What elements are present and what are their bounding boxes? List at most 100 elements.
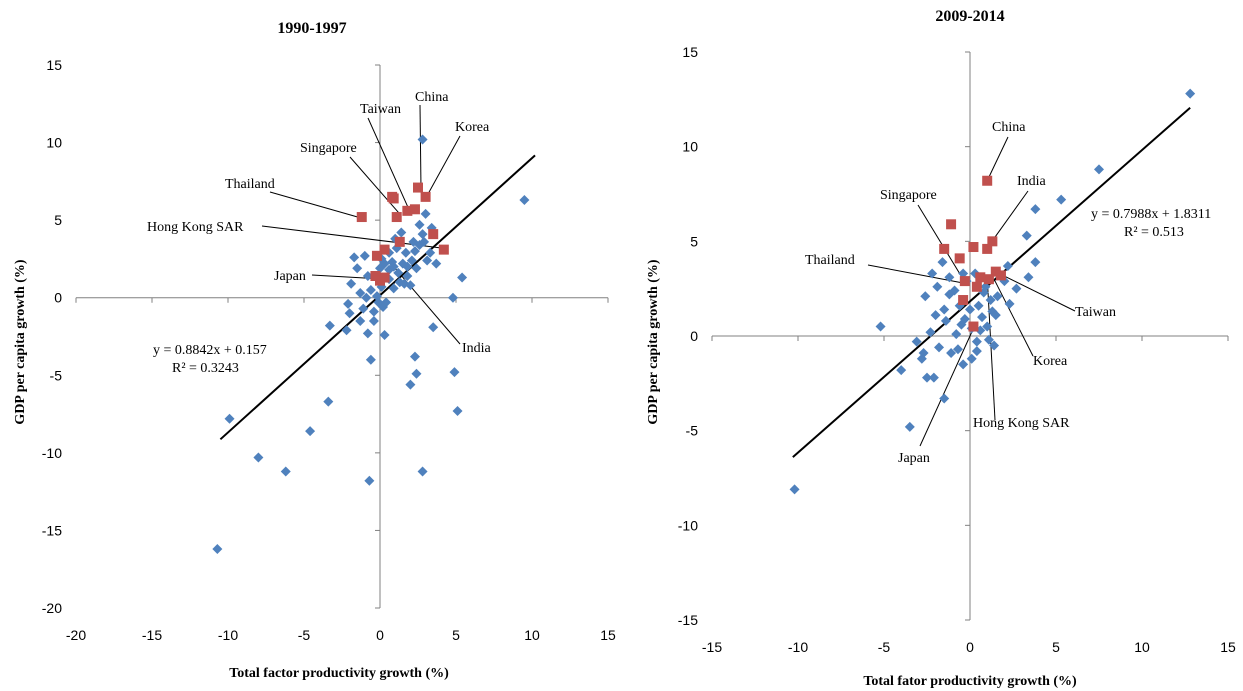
leader-line	[367, 117, 410, 210]
data-point-diamond	[896, 365, 907, 376]
data-point-diamond	[428, 322, 439, 333]
data-point-diamond	[928, 372, 939, 383]
data-point-square	[387, 191, 398, 202]
data-point-diamond	[980, 281, 991, 292]
x-tick-label: -15	[702, 639, 722, 655]
data-point-diamond	[932, 281, 943, 292]
x-tick-label: 0	[376, 627, 384, 643]
data-point-diamond	[414, 219, 425, 230]
data-point-diamond	[224, 413, 235, 424]
data-point-diamond	[422, 255, 433, 266]
data-point-diamond	[408, 236, 419, 247]
data-point-diamond	[918, 348, 929, 359]
data-point-diamond	[406, 255, 417, 266]
data-point-diamond	[952, 344, 963, 355]
x-tick-label: 15	[1220, 639, 1236, 655]
data-point-square	[356, 212, 367, 223]
data-point-square	[968, 321, 979, 332]
data-point-square	[990, 266, 1001, 277]
data-point-diamond	[405, 379, 416, 390]
leader-line	[993, 278, 1034, 357]
chart-panel-2009-2014: -15 -10 -5 0 5 10 15 -15 -10 -5 0 5 10 15 2009-2014 T…	[646, 8, 1236, 689]
data-point-diamond	[344, 308, 355, 319]
data-point-square	[959, 276, 970, 287]
y-tick-label: -20	[42, 600, 62, 616]
y-tick-label: 10	[46, 135, 62, 151]
data-point-square	[958, 295, 969, 306]
data-point-diamond	[375, 263, 385, 274]
data-point-diamond	[925, 327, 936, 338]
x-tick-label: 10	[1134, 639, 1150, 655]
data-point-diamond	[1056, 194, 1067, 205]
y-tick-label: -5	[686, 423, 699, 439]
data-point-diamond	[930, 310, 941, 321]
data-point-diamond	[343, 298, 354, 309]
y-tick-label: -10	[42, 445, 62, 461]
x-tick-label: 15	[600, 627, 616, 643]
y-tick-label: -5	[50, 367, 63, 383]
data-point-diamond	[349, 252, 360, 263]
data-point-diamond	[362, 328, 373, 339]
data-point-diamond	[212, 544, 223, 555]
data-point-diamond	[379, 329, 390, 340]
x-tick-label: -10	[788, 639, 808, 655]
data-point-diamond	[365, 284, 376, 295]
data-point-diamond	[387, 257, 398, 268]
data-point-diamond	[940, 315, 951, 326]
x-tick-label: 5	[452, 627, 460, 643]
data-point-diamond	[368, 306, 379, 317]
label-japan: Japan	[898, 451, 930, 466]
data-point-diamond	[1004, 298, 1015, 309]
data-point-diamond	[425, 247, 436, 258]
data-point-diamond	[937, 257, 948, 268]
data-point-diamond	[352, 263, 363, 274]
leader-line	[990, 190, 1029, 244]
data-point-diamond	[1011, 283, 1022, 294]
data-point-diamond	[417, 134, 428, 145]
x-axis-label: Total factor productivity growth (%)	[229, 666, 449, 681]
leader-line	[269, 191, 364, 220]
data-point-square	[391, 212, 402, 223]
x-tick-label: -15	[142, 627, 162, 643]
data-point-square	[954, 253, 965, 264]
y-axis-label: GDP per capita growth (%)	[646, 259, 661, 424]
data-point-diamond	[1002, 260, 1013, 271]
markers	[789, 88, 1196, 495]
label-thailand: Thailand	[805, 253, 855, 268]
data-point-diamond	[419, 236, 430, 247]
data-point-square	[982, 243, 993, 254]
data-point-diamond	[411, 263, 422, 274]
y-tick-label: -15	[42, 522, 62, 538]
data-point-diamond	[361, 292, 372, 303]
data-point-diamond	[985, 295, 996, 306]
data-point-diamond	[990, 310, 1001, 321]
data-point-diamond	[381, 297, 392, 308]
data-point-diamond	[364, 475, 375, 486]
tick-labels: -15 -10 -5 0 5 10 15 -15 -10 -5 0 5 10 15	[678, 44, 1236, 655]
data-point-diamond	[402, 270, 413, 281]
data-point-square	[968, 242, 979, 253]
data-point-square	[394, 236, 405, 247]
leader-line	[419, 104, 422, 193]
data-point-diamond	[973, 300, 984, 311]
label-india: India	[1017, 174, 1047, 189]
data-point-diamond	[927, 268, 938, 279]
data-point-diamond	[253, 452, 264, 463]
data-point-square	[420, 191, 431, 202]
y-tick-label: 5	[690, 233, 698, 249]
data-point-diamond	[409, 246, 420, 257]
leader-line	[349, 156, 401, 215]
data-point-diamond	[939, 393, 950, 404]
data-point-diamond	[431, 258, 442, 269]
data-point-diamond	[951, 329, 962, 340]
data-point-diamond	[789, 484, 800, 495]
x-axis-label: Total fator productivity growth (%)	[863, 674, 1077, 689]
data-point-square	[371, 250, 382, 261]
y-axis-label: GDP per capita growth (%)	[13, 259, 28, 424]
data-point-diamond	[875, 321, 886, 332]
x-tick-label: -20	[66, 627, 86, 643]
data-point-diamond	[388, 283, 399, 294]
data-point-square	[402, 205, 413, 216]
leader-line	[999, 273, 1076, 312]
data-point-diamond	[934, 342, 945, 353]
